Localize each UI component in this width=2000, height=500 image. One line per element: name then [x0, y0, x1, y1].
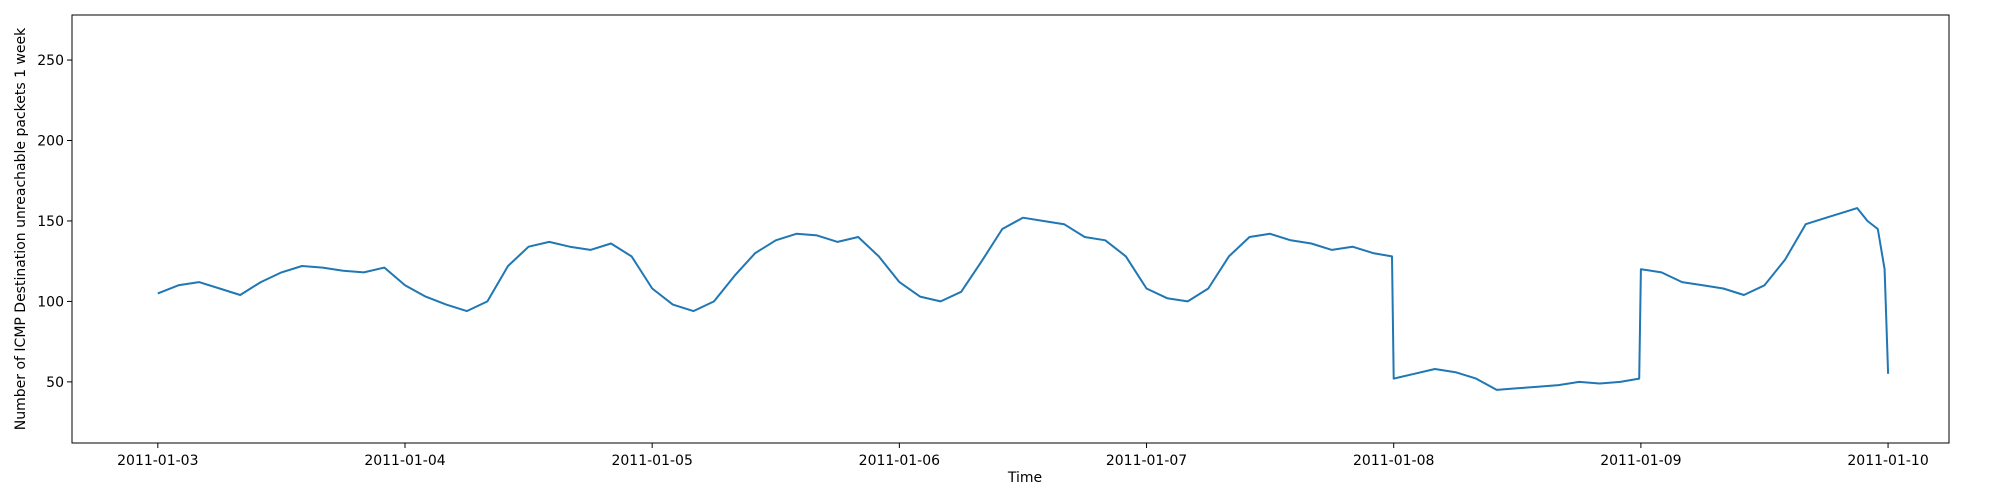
x-tick-label-5: 2011-01-08 — [1353, 453, 1434, 469]
plot-line-layer — [157, 207, 1890, 391]
x-tick-label-3: 2011-01-06 — [859, 453, 940, 469]
y-tick-label-0: 50 — [46, 375, 64, 391]
y-tick-label-4: 250 — [37, 53, 64, 69]
x-tick-layer: 2011-01-03 2011-01-04 2011-01-05 2011-01-06… — [117, 443, 1929, 469]
x-tick-label-7: 2011-01-10 — [1847, 453, 1928, 469]
x-tick-label-6: 2011-01-09 — [1600, 453, 1681, 469]
x-tick-label-2: 2011-01-05 — [611, 453, 692, 469]
x-axis-label: Time — [1007, 470, 1042, 486]
x-tick-label-1: 2011-01-04 — [364, 453, 445, 469]
y-tick-label-2: 150 — [37, 214, 64, 230]
y-tick-label-3: 200 — [37, 134, 64, 150]
x-tick-label-4: 2011-01-07 — [1106, 453, 1187, 469]
y-tick-layer: 50 100 150 200 250 — [37, 53, 72, 391]
series-line-0 — [157, 207, 1890, 391]
y-tick-label-1: 100 — [37, 294, 64, 310]
y-axis-label: Number of ICMP Destination unreachable p… — [13, 27, 29, 430]
plot-frame — [71, 14, 1950, 444]
x-tick-label-0: 2011-01-03 — [117, 453, 198, 469]
